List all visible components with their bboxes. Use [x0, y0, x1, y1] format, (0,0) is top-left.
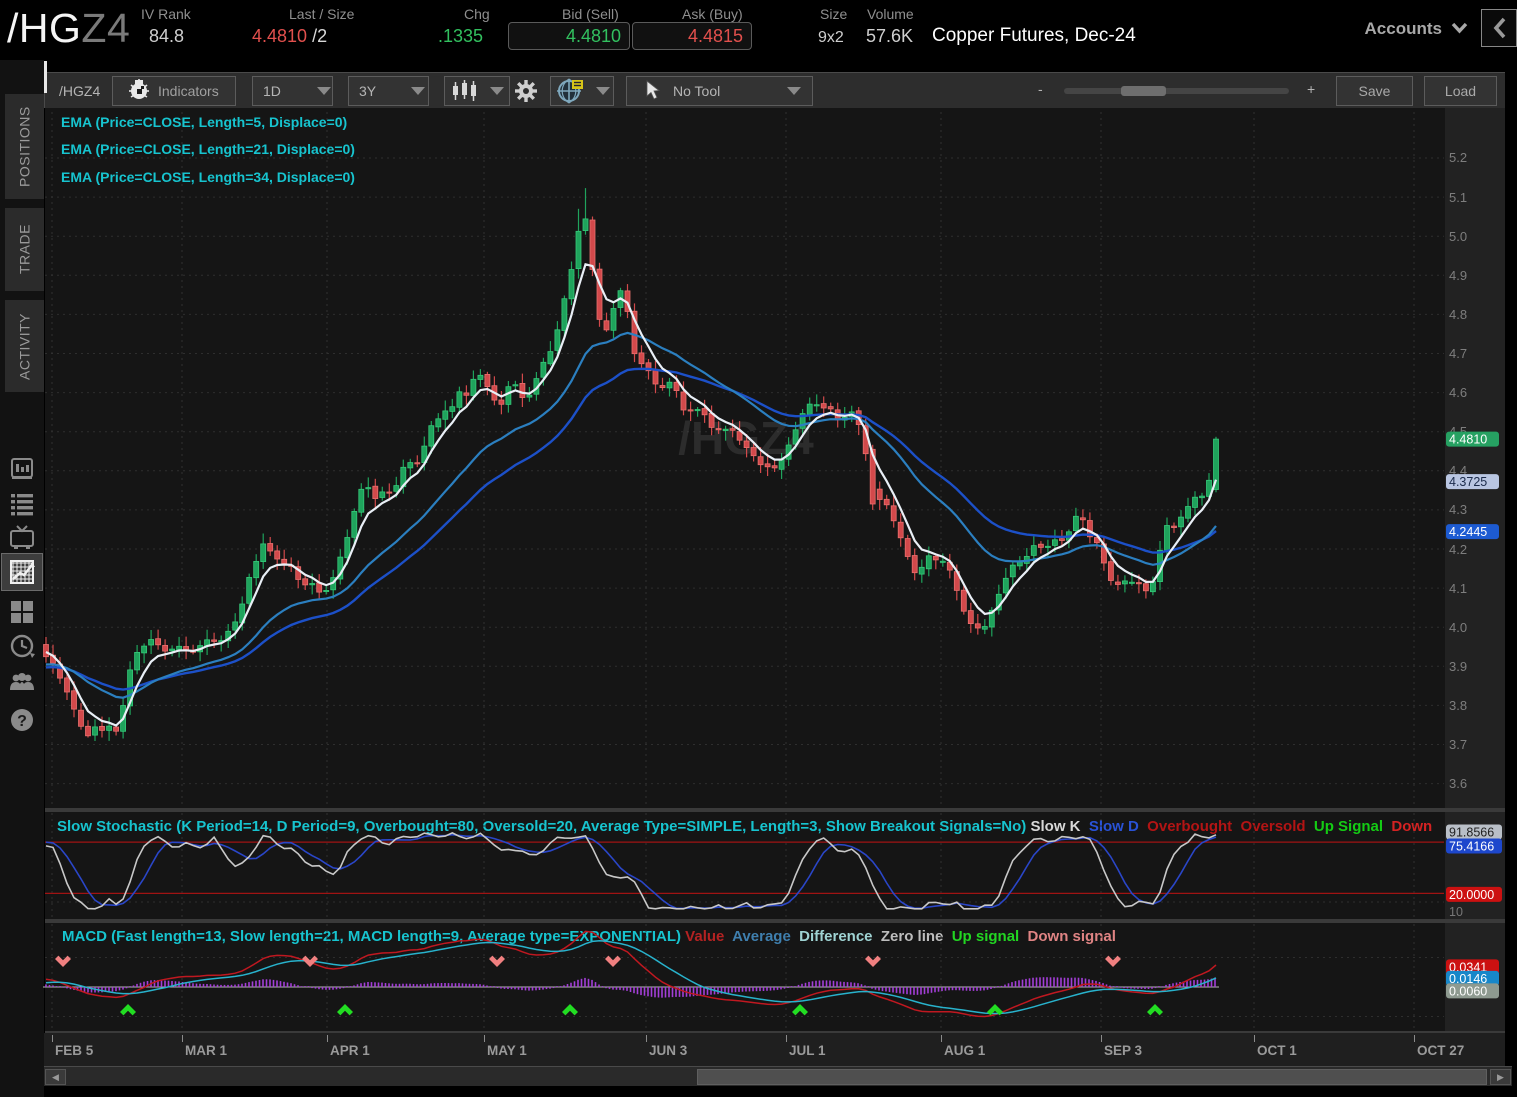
svg-text:4.2445: 4.2445 — [1449, 525, 1487, 539]
svg-text:?: ? — [17, 713, 27, 730]
svg-text:91.8566: 91.8566 — [1449, 826, 1494, 840]
svg-text:10: 10 — [1449, 905, 1463, 919]
svg-text:75.4166: 75.4166 — [1449, 840, 1494, 854]
svg-text:4.4810: 4.4810 — [1449, 433, 1487, 447]
svg-text:20.0000: 20.0000 — [1449, 888, 1494, 902]
svg-text:4.3725: 4.3725 — [1449, 475, 1487, 489]
svg-text:0.0060: 0.0060 — [1449, 984, 1487, 998]
svg-text:0.0146: 0.0146 — [1449, 972, 1487, 986]
